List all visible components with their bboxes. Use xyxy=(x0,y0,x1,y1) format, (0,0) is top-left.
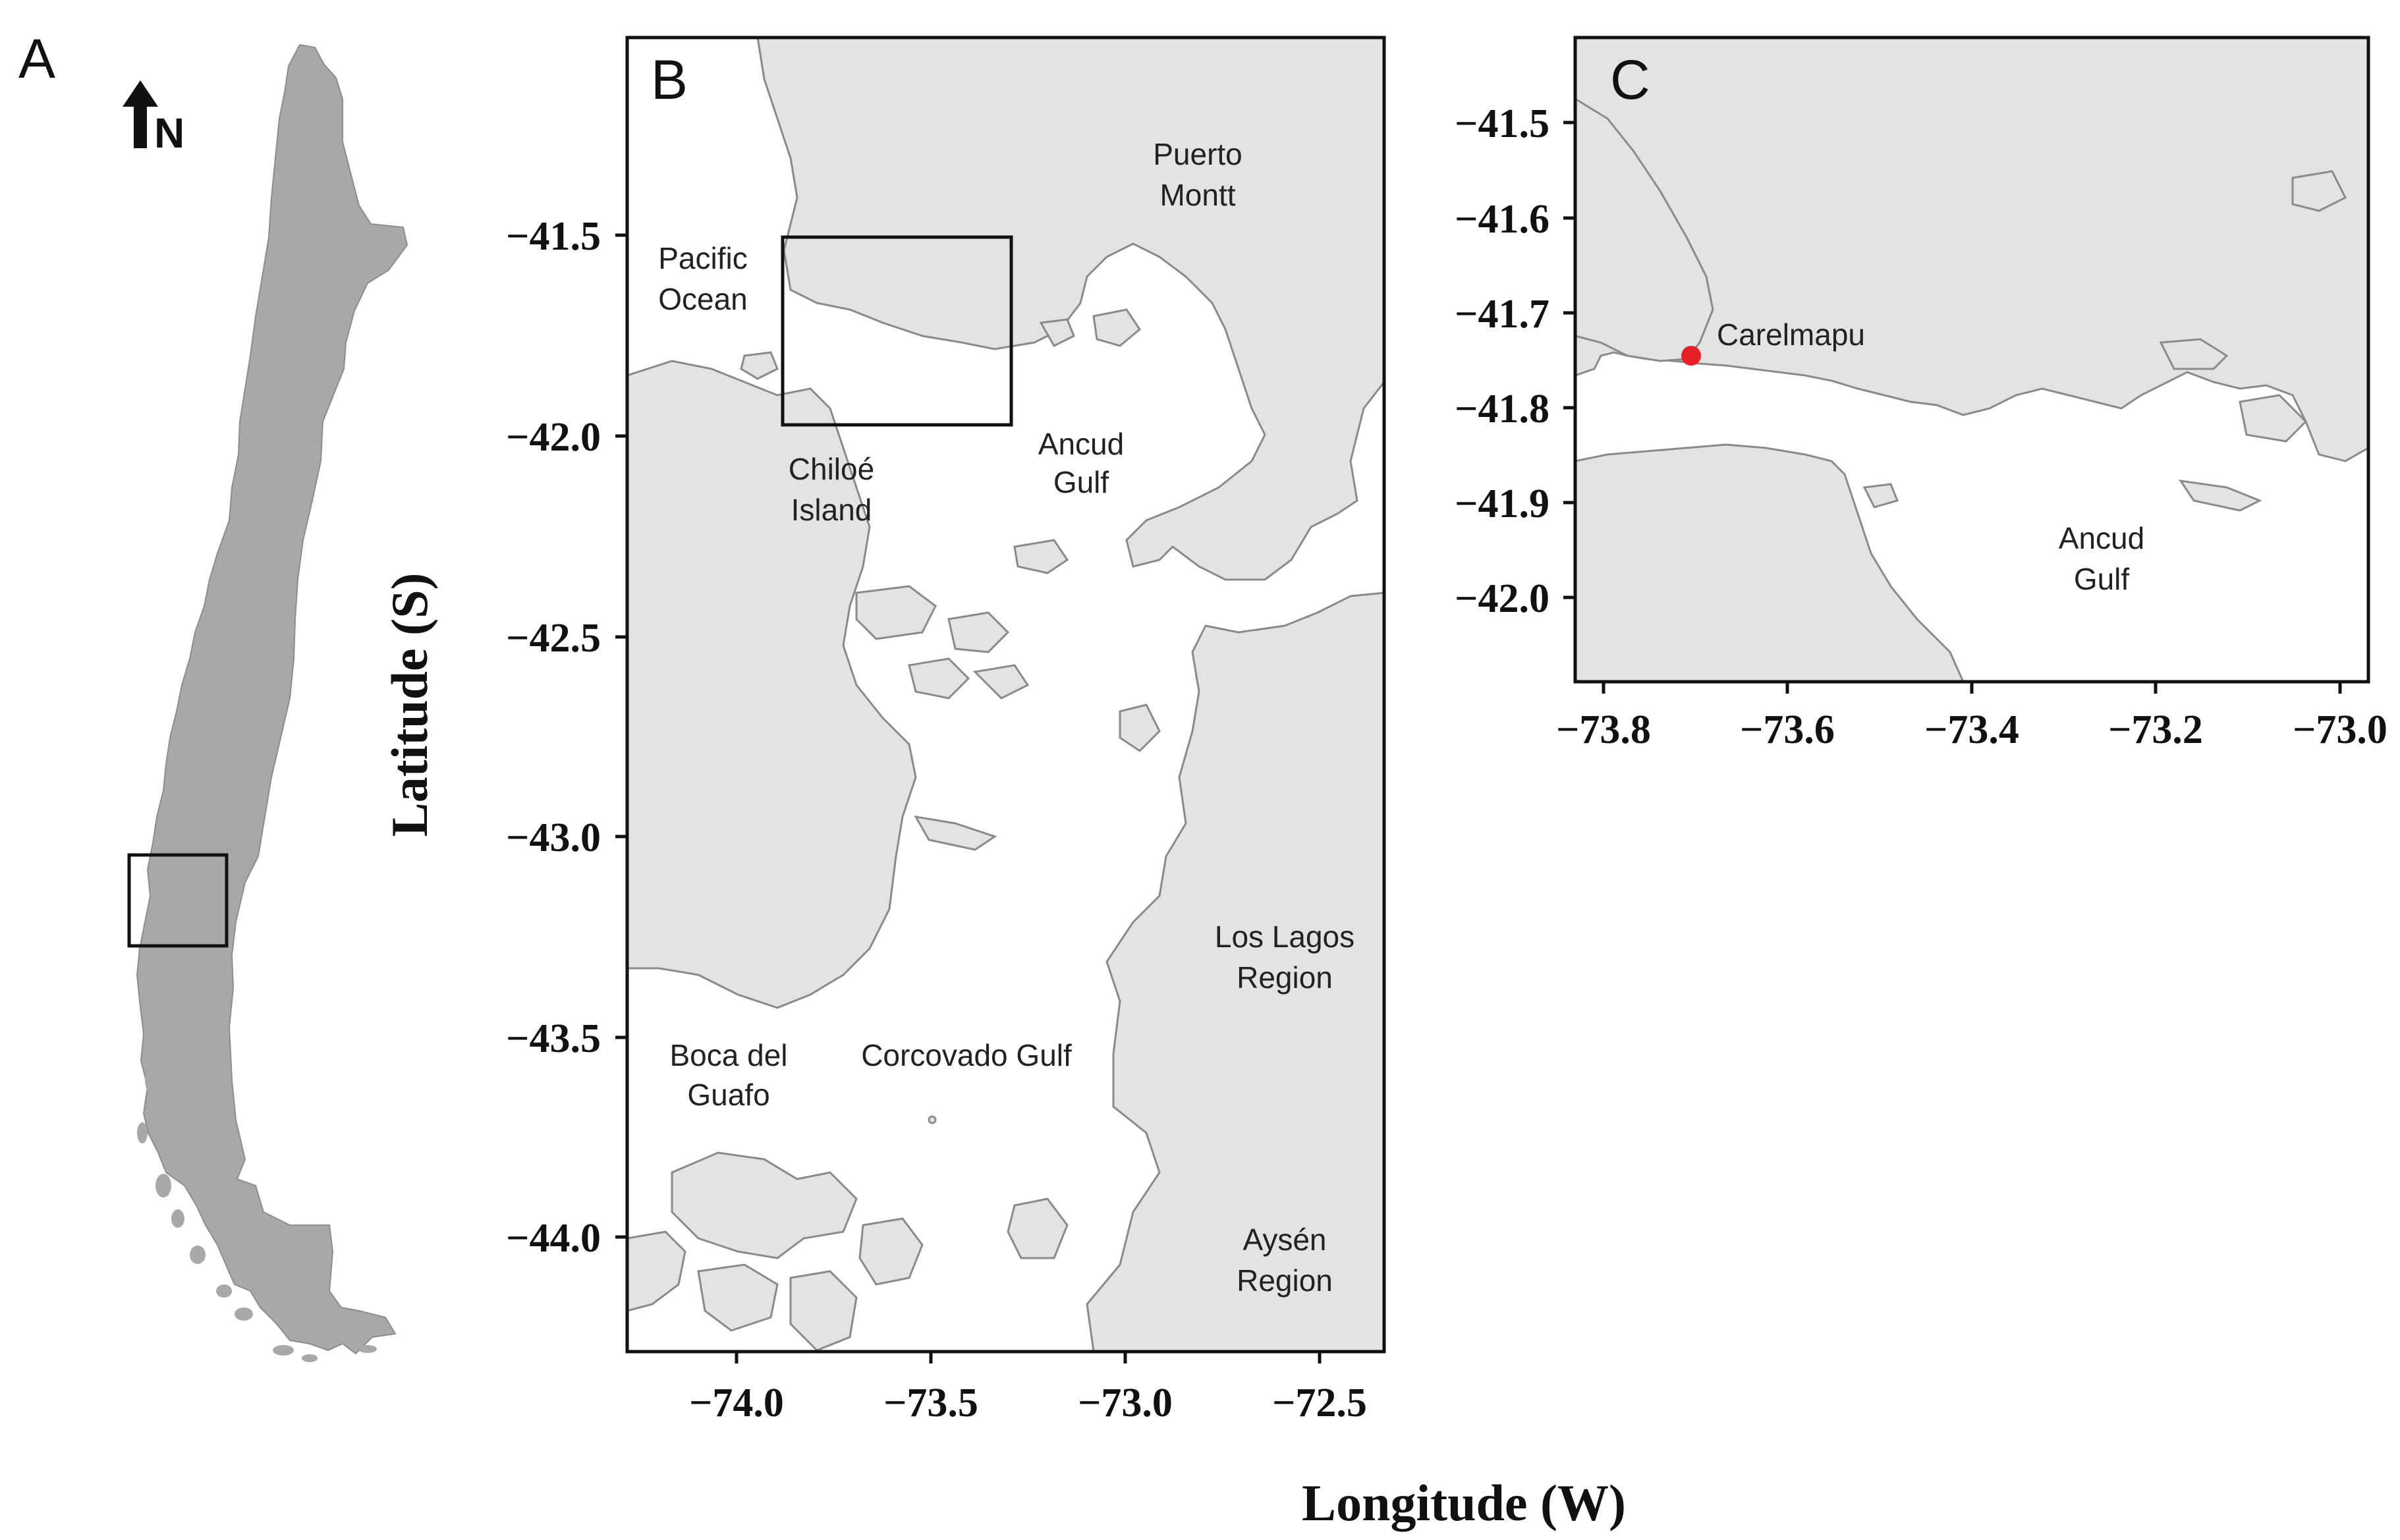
chile-map xyxy=(136,43,408,1355)
label-puerto-montt-1: Puerto xyxy=(1153,137,1242,171)
panel-b-y-tick-label: −43.0 xyxy=(506,815,601,860)
panel-b-y-tick-label: −44.0 xyxy=(506,1216,601,1261)
panel-c: C −73.8 −73.6 −73.4 −73.2 −73.0 −41.5 −4… xyxy=(1455,36,2387,752)
panel-b-x-tick-label: −73.5 xyxy=(883,1381,978,1425)
north-arrow-icon: N xyxy=(123,80,184,157)
panel-c-y-ticks xyxy=(1563,121,1575,599)
label-puerto-montt-2: Montt xyxy=(1159,178,1235,212)
panel-b-letter: B xyxy=(651,49,688,111)
label-ancud-gulf-c-1: Ancud xyxy=(2059,521,2144,555)
panel-c-y-tick-label: −42.0 xyxy=(1455,576,1549,621)
panel-c-y-tick-label: −41.6 xyxy=(1455,197,1549,242)
panel-b-y-ticks xyxy=(615,233,627,1239)
panel-c-letter: C xyxy=(1610,49,1650,111)
label-pacific-ocean-1: Pacific xyxy=(658,241,747,275)
label-ancud-gulf-c-2: Gulf xyxy=(2074,562,2130,596)
panel-b-y-tick-label: −42.0 xyxy=(506,415,601,460)
label-corcovado-gulf: Corcovado Gulf xyxy=(861,1038,1072,1072)
panel-b-x-ticks xyxy=(735,1352,1322,1363)
panel-c-x-tick-label: −73.4 xyxy=(1924,707,2019,752)
label-boca-del-guafo-2: Guafo xyxy=(687,1078,769,1112)
label-chiloe-2: Island xyxy=(791,493,872,527)
panel-b-x-tick-label: −73.0 xyxy=(1078,1381,1173,1425)
panel-b-y-tick-label: −42.5 xyxy=(506,616,601,661)
label-los-lagos-1: Los Lagos xyxy=(1215,920,1354,954)
label-ancud-gulf-2: Gulf xyxy=(1053,465,1109,499)
panel-c-y-tick-label: −41.8 xyxy=(1455,387,1549,431)
panel-c-y-tick-label: −41.7 xyxy=(1455,292,1549,337)
panel-b: B −74.0 −73.5 −73.0 −72.5 −41.5 −42.0 −4… xyxy=(506,36,1386,1425)
panel-a: A N xyxy=(18,28,408,1362)
panel-c-x-ticks xyxy=(1602,682,2342,694)
panel-a-inset-box xyxy=(127,853,229,948)
panel-c-y-tick-label: −41.9 xyxy=(1455,481,1549,526)
panel-c-x-tick-label: −73.0 xyxy=(2293,707,2387,752)
panel-a-letter: A xyxy=(18,28,55,90)
panel-b-x-tick-label: −74.0 xyxy=(689,1381,784,1425)
panel-c-y-tick-label: −41.5 xyxy=(1455,101,1549,146)
label-chiloe-1: Chiloé xyxy=(789,452,874,486)
panel-b-map xyxy=(627,38,1384,1352)
panel-b-y-tick-label: −43.5 xyxy=(506,1016,601,1061)
panel-c-map xyxy=(1575,38,2368,682)
panel-b-inset-box xyxy=(781,235,1013,427)
label-aysen-1: Aysén xyxy=(1242,1223,1326,1257)
panel-b-x-tick-label: −72.5 xyxy=(1272,1381,1367,1425)
y-axis-title: Latitude (S) xyxy=(381,573,438,837)
panel-b-y-tick-label: −41.5 xyxy=(506,214,601,259)
panel-b-frame xyxy=(625,36,1386,1354)
label-boca-del-guafo-1: Boca del xyxy=(669,1038,787,1072)
label-pacific-ocean-2: Ocean xyxy=(658,282,748,316)
north-label: N xyxy=(154,109,184,157)
label-aysen-2: Region xyxy=(1237,1263,1333,1298)
carelmapu-site-marker xyxy=(1681,346,1701,366)
panel-c-x-tick-label: −73.8 xyxy=(1556,707,1651,752)
southern-islands xyxy=(137,1067,377,1362)
label-los-lagos-2: Region xyxy=(1237,960,1333,995)
label-ancud-gulf-1: Ancud xyxy=(1038,427,1124,461)
label-carelmapu: Carelmapu xyxy=(1717,317,1865,352)
x-axis-title: Longitude (W) xyxy=(1302,1474,1626,1531)
panel-c-x-tick-label: −73.2 xyxy=(2108,707,2203,752)
panel-c-x-tick-label: −73.6 xyxy=(1740,707,1835,752)
